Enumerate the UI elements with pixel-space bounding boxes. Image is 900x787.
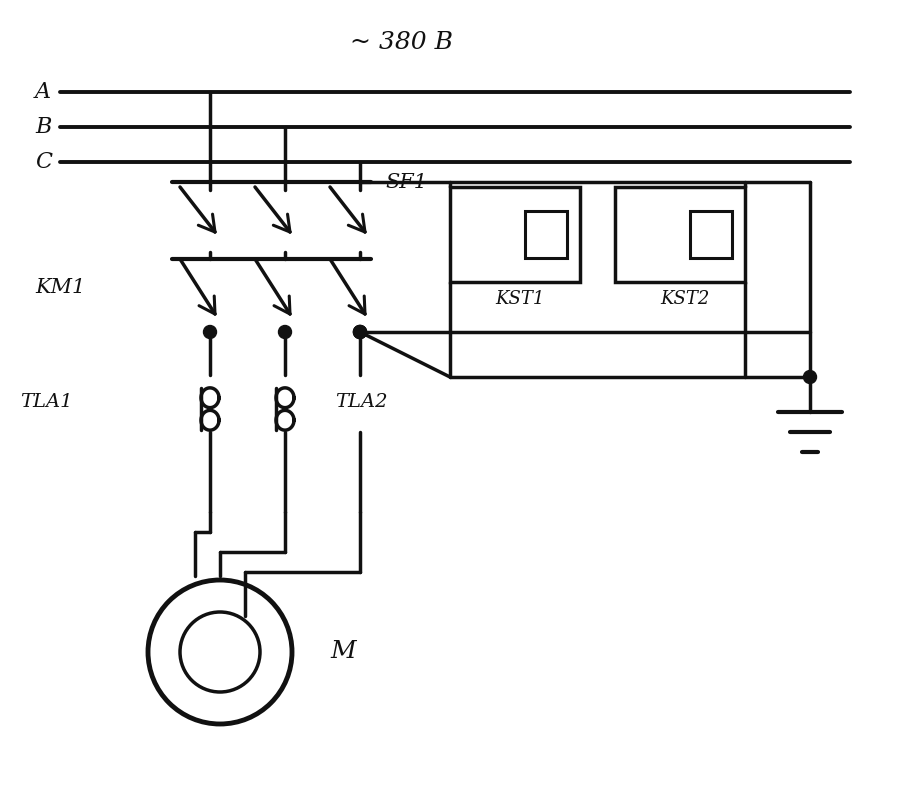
Circle shape [354,326,366,338]
Bar [450,187,580,282]
Circle shape [354,326,366,338]
Text: SF1: SF1 [385,172,427,191]
Bar [690,211,732,258]
Text: B: B [35,116,51,138]
Circle shape [203,326,217,338]
Text: KST1: KST1 [495,290,544,308]
Bar [526,211,567,258]
Text: A: A [35,81,51,103]
Text: KM1: KM1 [35,278,86,297]
Text: TLA2: TLA2 [335,393,388,411]
Circle shape [354,326,366,338]
Text: ~ 380 B: ~ 380 B [350,31,453,54]
Circle shape [278,326,292,338]
Text: KST2: KST2 [660,290,709,308]
Text: M: M [330,641,356,663]
Bar [615,187,745,282]
Circle shape [804,371,816,383]
Text: TLA1: TLA1 [20,393,73,411]
Text: C: C [35,151,52,173]
